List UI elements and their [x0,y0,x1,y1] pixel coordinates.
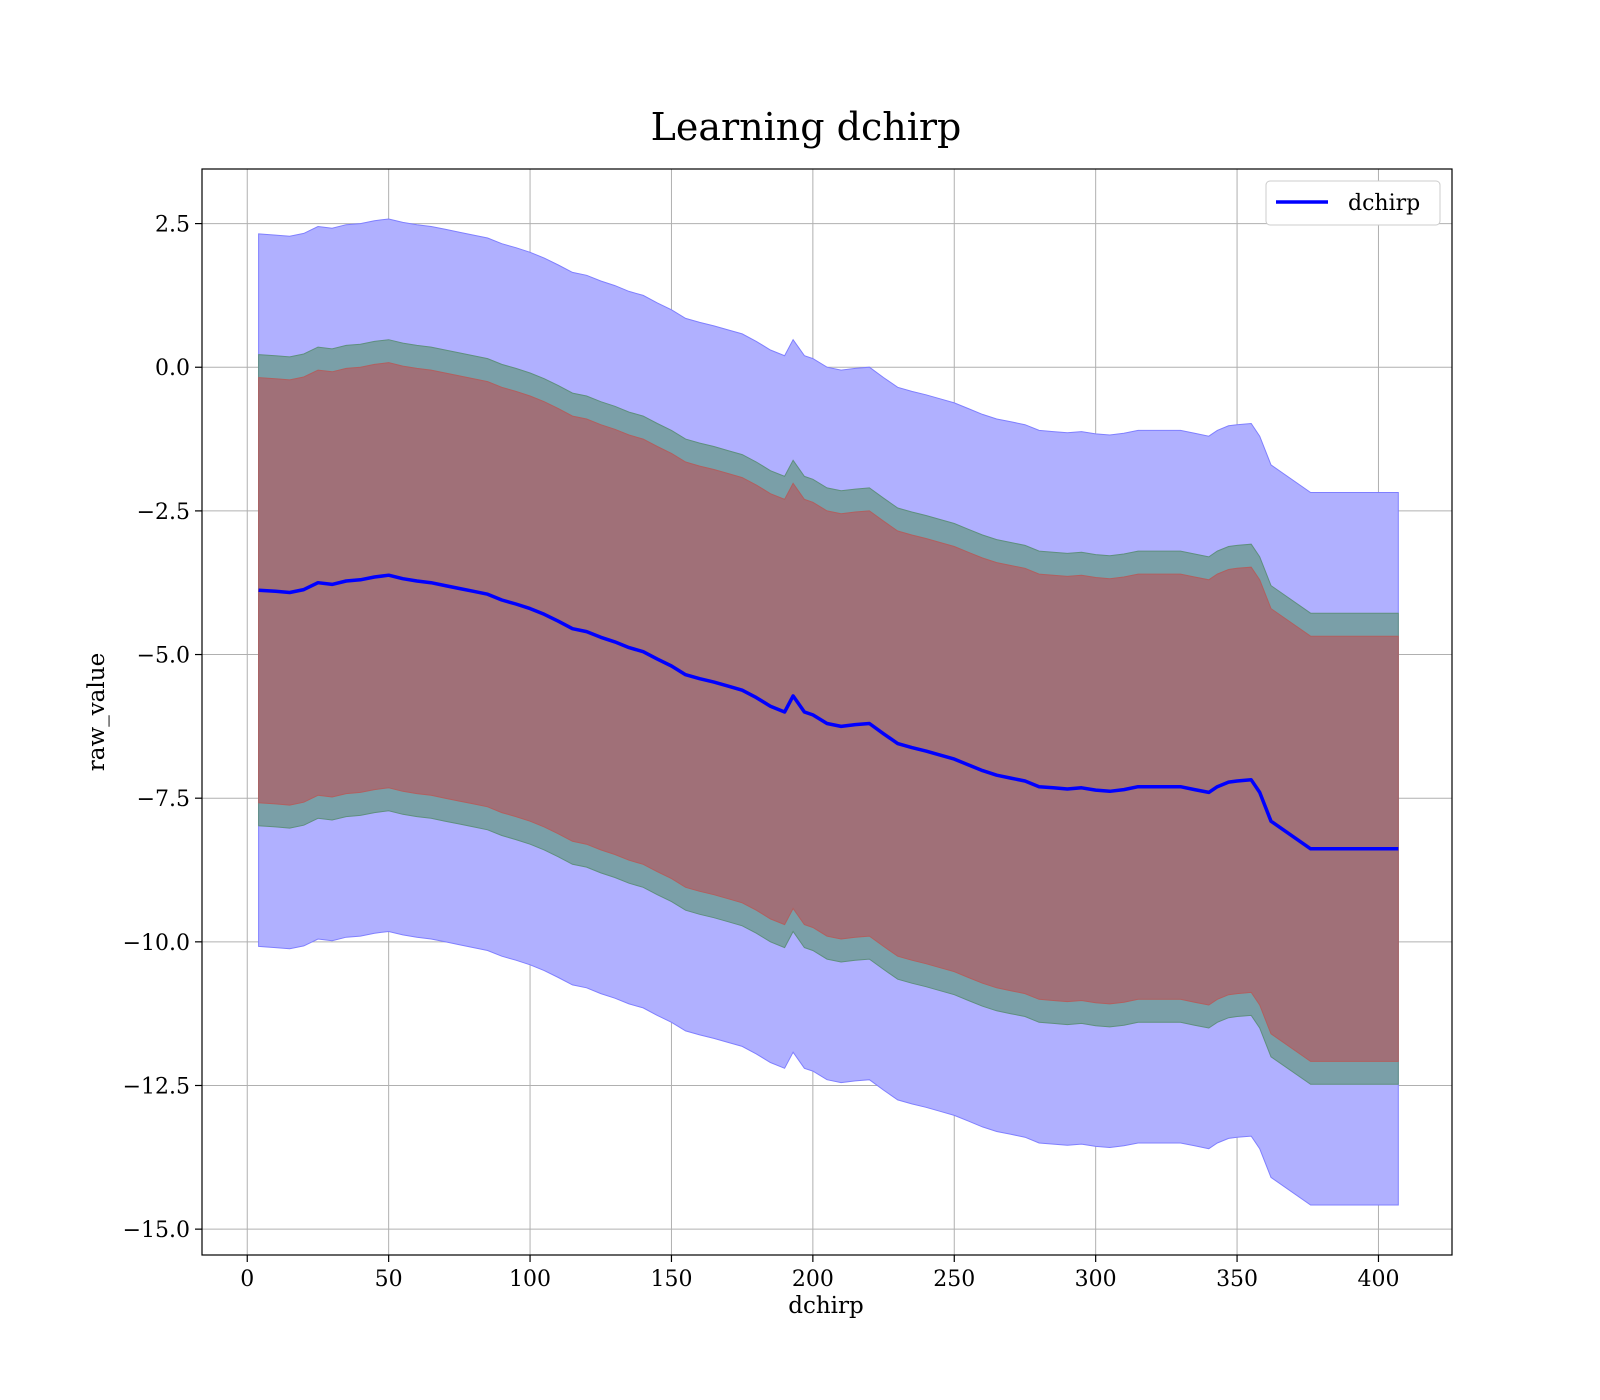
legend-entry-dchirp: dchirp [1348,191,1420,216]
y-tick-label: −15.0 [123,1218,190,1243]
series-line-dchirp [258,573,1399,851]
plot-frame [201,168,1453,1256]
chart-title: Learning dchirp [651,105,962,149]
x-tick-label: 150 [650,1267,692,1292]
y-tick-label: 2.5 [155,213,190,238]
y-axis-ticks: 2.5 0.0 −2.5 −5.0 −7.5 −10.0 −12.5 −15.0 [123,213,202,1243]
y-tick-label: −10.0 [123,931,190,956]
x-tick-label: 250 [933,1267,975,1292]
x-axis-label: dchirp [788,1293,864,1319]
y-axis-label: raw_value [84,653,110,771]
y-tick-label: −5.0 [137,644,190,669]
y-tick-label: −7.5 [137,787,190,812]
y-tick-label: −12.5 [123,1074,190,1099]
x-tick-label: 100 [509,1267,551,1292]
y-tick-label: −2.5 [137,500,190,525]
y-tick-label: 0.0 [155,356,190,381]
confidence-bands [258,218,1399,1206]
x-tick-label: 200 [792,1267,834,1292]
legend: dchirp [1265,180,1441,226]
x-tick-label: 400 [1357,1267,1399,1292]
x-tick-label: 0 [240,1267,254,1292]
legend-box [1265,180,1441,226]
plot-area [201,168,1453,1256]
band-inner [258,362,1399,1062]
x-tick-label: 50 [375,1267,403,1292]
series-lines [258,573,1399,851]
x-tick-label: 350 [1216,1267,1258,1292]
x-axis-ticks: 0 50 100 150 200 250 300 350 400 [240,1255,1399,1292]
x-tick-label: 300 [1075,1267,1117,1292]
